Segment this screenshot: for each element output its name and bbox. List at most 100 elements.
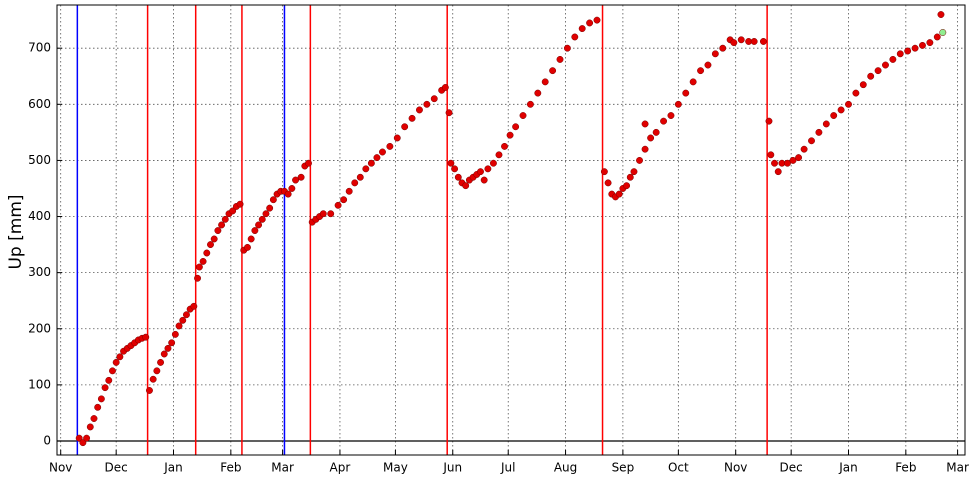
point [604,179,612,187]
x-tick-label: Nov [724,461,747,475]
point [262,210,270,218]
point [549,67,557,75]
point [600,168,608,176]
point [926,39,934,47]
point [454,173,462,181]
point [199,257,207,265]
point [937,11,945,18]
point [86,423,94,431]
point [175,322,183,330]
point [867,72,875,80]
y-tick-label: 600 [28,97,51,111]
point [79,439,87,447]
point [142,333,150,341]
point [203,249,211,257]
point [266,204,274,212]
point [97,395,105,403]
point [207,241,214,249]
point [674,100,682,108]
point [563,44,571,52]
x-tick-label: Dec [105,461,128,475]
point [815,128,823,136]
point [319,210,327,218]
y-tick-label: 300 [28,265,51,279]
point [462,182,470,190]
point [919,41,926,49]
point [477,168,484,176]
point [845,100,852,108]
point [771,159,778,167]
point [251,227,259,235]
point [83,434,91,442]
point [362,165,370,173]
point [896,50,904,58]
point [351,179,359,187]
point [660,117,668,125]
point [534,89,542,97]
x-tick-label: Feb [220,461,241,475]
point [269,196,277,204]
y-tick-label: 0 [43,433,51,447]
point [578,25,586,33]
x-tick-label: Jan [838,461,858,475]
point [194,274,201,282]
point [153,367,161,375]
point [852,89,860,97]
point [75,434,83,442]
y-axis-label: Up [mm] [6,194,26,269]
point [149,375,157,383]
point [667,112,675,119]
point [190,302,198,310]
point [630,168,638,176]
point [168,339,176,347]
point [719,44,727,52]
x-tick-label: Feb [895,461,916,475]
point [837,106,845,114]
point [647,134,655,142]
x-tick-label: Aug [554,461,577,475]
point [711,50,719,58]
point [512,123,520,131]
point [367,159,375,167]
point [904,47,912,55]
x-tick-label: Mar [271,461,294,475]
point [689,78,697,86]
point [157,358,165,366]
point [636,156,643,164]
point [386,142,394,150]
point [258,215,266,223]
point [615,190,623,198]
point [288,185,296,192]
x-tick-label: Jan [163,461,183,475]
point [146,387,153,394]
point [641,120,649,128]
point [334,201,342,209]
point [737,36,745,44]
y-tick-label: 200 [28,321,51,335]
point [210,235,218,243]
point [160,350,168,358]
point [218,221,226,229]
point [195,263,203,271]
point [774,168,782,176]
point [874,67,882,75]
point [795,154,803,162]
point [297,173,305,181]
point [759,38,767,45]
x-tick-label: May [383,461,408,475]
point [423,100,431,108]
point [171,330,179,338]
point [116,353,124,361]
point [441,84,449,91]
point [489,159,497,167]
point [800,145,808,153]
point [767,151,775,159]
point [593,16,601,24]
point [105,376,113,384]
plot-frame [56,4,966,456]
x-tick-label: Sep [612,461,635,475]
point [373,154,381,162]
point [480,176,488,184]
point [430,95,438,103]
